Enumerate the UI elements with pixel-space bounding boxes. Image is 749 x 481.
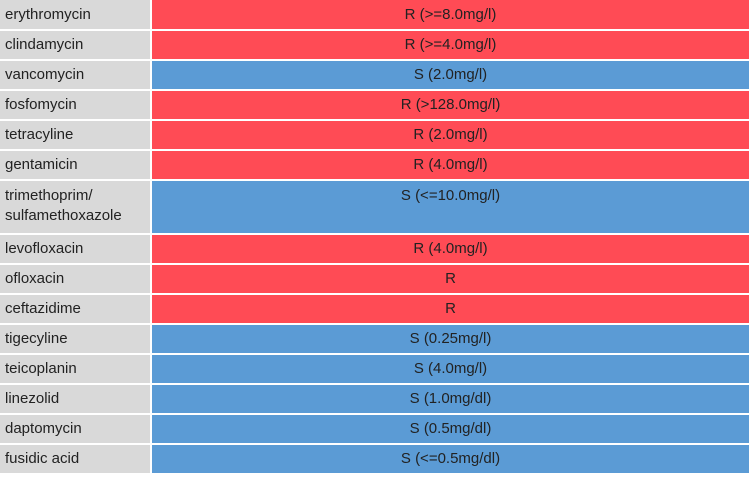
- drug-name-cell: clindamycin: [0, 30, 152, 61]
- table-row: tigecyline S (0.25mg/l): [0, 324, 749, 355]
- drug-name-cell: ceftazidime: [0, 294, 152, 325]
- drug-name-cell: tetracyline: [0, 120, 152, 151]
- result-cell: R (>=8.0mg/l): [151, 0, 749, 31]
- result-cell: S (<=0.5mg/dl): [151, 444, 749, 475]
- table-row: vancomycin S (2.0mg/l): [0, 60, 749, 91]
- result-cell: S (2.0mg/l): [151, 60, 749, 91]
- table-row: fusidic acid S (<=0.5mg/dl): [0, 444, 749, 475]
- drug-name-cell: levofloxacin: [0, 234, 152, 265]
- drug-name-cell: vancomycin: [0, 60, 152, 91]
- result-cell: S (<=10.0mg/l): [151, 180, 749, 235]
- drug-name-cell: fosfomycin: [0, 90, 152, 121]
- drug-name-cell: erythromycin: [0, 0, 152, 31]
- table-row: levofloxacin R (4.0mg/l): [0, 234, 749, 265]
- result-cell: R (4.0mg/l): [151, 234, 749, 265]
- table-row: erythromycin R (>=8.0mg/l): [0, 0, 749, 31]
- drug-name-cell: ofloxacin: [0, 264, 152, 295]
- result-cell: S (0.25mg/l): [151, 324, 749, 355]
- table-row: ceftazidime R: [0, 294, 749, 325]
- result-cell: S (1.0mg/dl): [151, 384, 749, 415]
- table-row: teicoplanin S (4.0mg/l): [0, 354, 749, 385]
- drug-name-cell: gentamicin: [0, 150, 152, 181]
- result-cell: R: [151, 264, 749, 295]
- table-row: ofloxacin R: [0, 264, 749, 295]
- result-cell: R: [151, 294, 749, 325]
- result-cell: R (2.0mg/l): [151, 120, 749, 151]
- table-row: daptomycin S (0.5mg/dl): [0, 414, 749, 445]
- table-row: tetracyline R (2.0mg/l): [0, 120, 749, 151]
- result-cell: S (0.5mg/dl): [151, 414, 749, 445]
- drug-name-cell: teicoplanin: [0, 354, 152, 385]
- drug-name-cell: fusidic acid: [0, 444, 152, 475]
- result-cell: R (>=4.0mg/l): [151, 30, 749, 61]
- table-row: linezolid S (1.0mg/dl): [0, 384, 749, 415]
- table-row: fosfomycin R (>128.0mg/l): [0, 90, 749, 121]
- table-row: gentamicin R (4.0mg/l): [0, 150, 749, 181]
- drug-name-cell: linezolid: [0, 384, 152, 415]
- table-row: trimethoprim/ sulfamethoxazole S (<=10.0…: [0, 180, 749, 235]
- result-cell: S (4.0mg/l): [151, 354, 749, 385]
- result-cell: R (4.0mg/l): [151, 150, 749, 181]
- drug-name-cell: tigecyline: [0, 324, 152, 355]
- table-row: clindamycin R (>=4.0mg/l): [0, 30, 749, 61]
- result-cell: R (>128.0mg/l): [151, 90, 749, 121]
- drug-name-cell: trimethoprim/ sulfamethoxazole: [0, 180, 152, 235]
- drug-name-cell: daptomycin: [0, 414, 152, 445]
